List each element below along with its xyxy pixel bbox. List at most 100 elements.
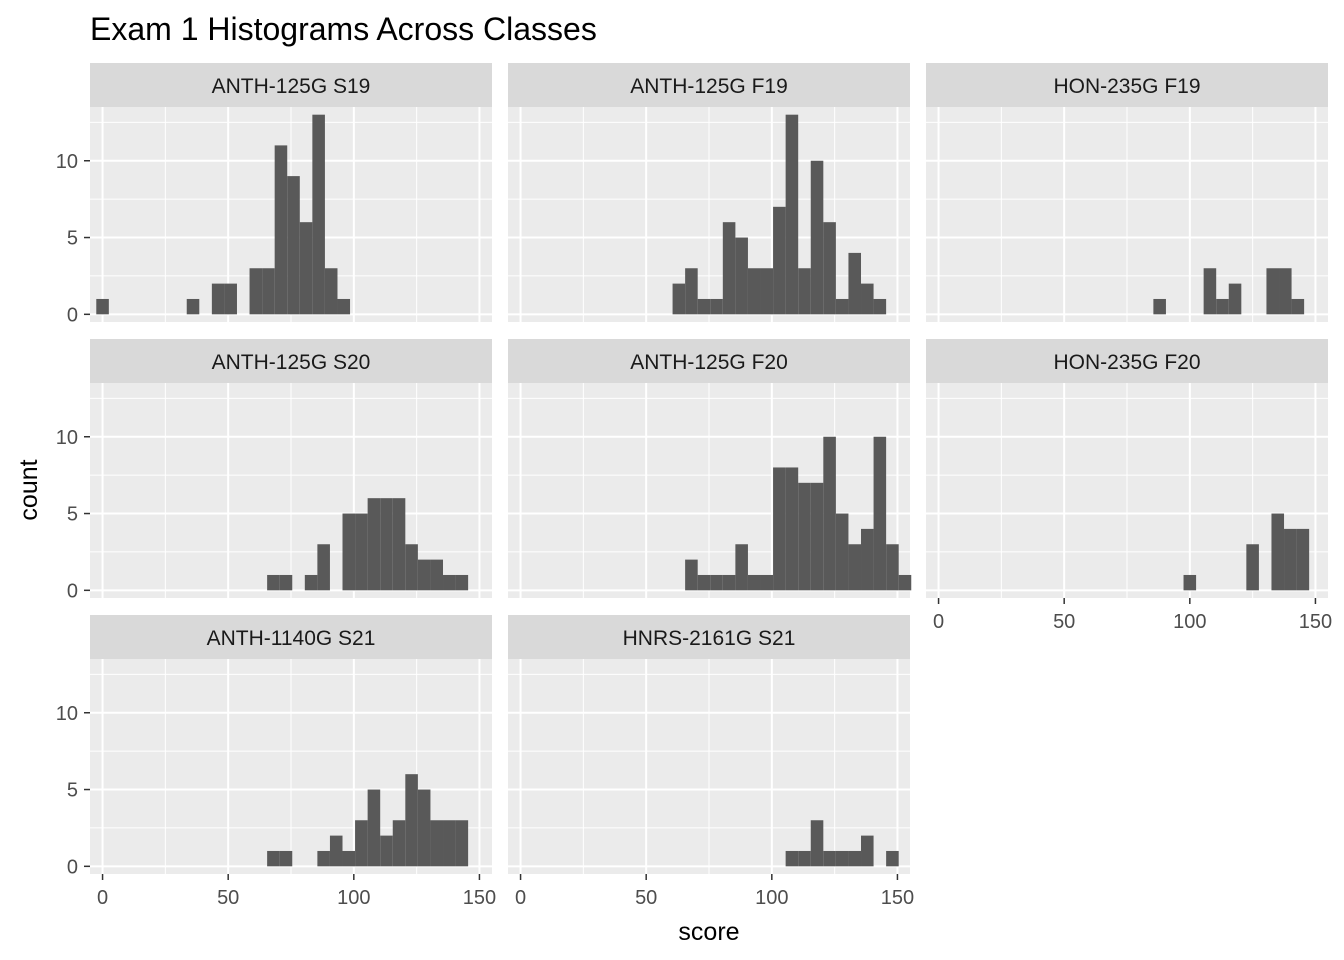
histogram-bar — [1203, 268, 1217, 315]
histogram-bar — [262, 268, 275, 315]
histogram-bar — [337, 298, 351, 315]
histogram-bar — [798, 850, 811, 867]
histogram-bar — [211, 283, 225, 315]
histogram-bar — [443, 820, 456, 867]
histogram-bar — [430, 820, 444, 867]
histogram-bar — [823, 436, 836, 591]
histogram-bar — [380, 835, 393, 867]
histogram-bar — [785, 850, 799, 867]
histogram-bar — [455, 574, 469, 591]
x-axis-title: score — [678, 918, 739, 946]
histogram-bar — [760, 268, 774, 315]
histogram-bar — [380, 498, 393, 591]
histogram-bar — [392, 820, 406, 867]
histogram-bar — [355, 820, 368, 867]
histogram-bar — [697, 574, 711, 591]
histogram-bar — [324, 268, 338, 315]
histogram-bar — [1279, 268, 1292, 315]
histogram-bar — [186, 298, 200, 315]
facet-strip — [508, 339, 910, 383]
histogram-bar — [672, 283, 686, 315]
y-tick-label: 10 — [56, 703, 78, 725]
histogram-bar — [848, 252, 862, 315]
histogram-bar — [417, 559, 431, 591]
histogram-bar — [735, 237, 748, 315]
histogram-bar — [722, 222, 736, 315]
histogram-bar — [747, 574, 761, 591]
histogram-bar — [848, 850, 862, 867]
y-axis-title: count — [15, 459, 43, 520]
histogram-bar — [798, 268, 811, 315]
histogram-bar — [760, 574, 774, 591]
histogram-bar — [886, 544, 899, 591]
histogram-bar — [299, 222, 313, 315]
histogram-bar — [287, 176, 300, 315]
histogram-bar — [773, 206, 786, 315]
histogram-bar — [861, 528, 874, 591]
histogram-bar — [685, 268, 698, 315]
histogram-bar — [304, 574, 318, 591]
histogram-bar — [835, 513, 849, 591]
y-tick-label: 5 — [67, 504, 78, 526]
x-tick-label: 100 — [1173, 611, 1206, 633]
histogram-bar — [710, 574, 723, 591]
facet-strip-label: HON-235G F19 — [1053, 75, 1200, 98]
facet-panel: ANTH-125G S20 0 5 10 — [56, 339, 492, 602]
histogram-bar — [1153, 298, 1166, 315]
histogram-bar — [685, 559, 698, 591]
y-tick-label: 10 — [56, 151, 78, 173]
histogram-bar — [455, 820, 469, 867]
histogram-bar — [317, 850, 330, 867]
histogram-bar — [861, 835, 874, 867]
facet-strip — [926, 63, 1328, 107]
histogram-bar — [279, 574, 293, 591]
x-tick-label: 0 — [515, 887, 526, 909]
histogram-bar — [1266, 268, 1280, 315]
histogram-bar — [1296, 528, 1310, 591]
histogram-bar — [1228, 283, 1242, 315]
facet-strip — [90, 63, 492, 107]
facet-strip-label: ANTH-1140G S21 — [207, 627, 376, 650]
histogram-bar — [873, 298, 887, 315]
histogram-bar — [329, 835, 343, 867]
facet-grid: ANTH-125G S19 0 5 10 ANTH-125G F19 HON-235G F… — [56, 63, 1332, 909]
facet-panel: ANTH-125G F19 — [508, 63, 910, 322]
histogram-bar — [274, 145, 288, 315]
facet-panel: HNRS-2161G S21 0 50 100 150 — [508, 615, 914, 909]
x-tick-label: 100 — [337, 887, 370, 909]
histogram-bar — [810, 160, 824, 315]
histogram-bar — [898, 574, 912, 591]
facet-strip-label: ANTH-125G S19 — [212, 75, 371, 98]
histogram-bar — [773, 467, 786, 591]
x-tick-label: 0 — [933, 611, 944, 633]
histogram-bar — [267, 574, 280, 591]
histogram-bar — [267, 850, 280, 867]
facet-strip-label: HON-235G F20 — [1053, 351, 1200, 374]
x-tick-label: 50 — [217, 887, 239, 909]
histogram-bar — [798, 482, 811, 591]
histogram-bar — [810, 820, 824, 867]
histogram-bar — [405, 774, 418, 867]
histogram-bar — [1246, 544, 1259, 591]
histogram-bar — [1271, 513, 1285, 591]
histogram-bar — [317, 544, 330, 591]
histogram-bar — [835, 298, 849, 315]
histogram-bar — [405, 544, 418, 591]
histogram-bar — [747, 268, 761, 315]
histogram-bar — [835, 850, 849, 867]
histogram-bar — [430, 559, 444, 591]
histogram-bar — [848, 544, 862, 591]
histogram-bar — [224, 283, 237, 315]
histogram-bar — [735, 544, 748, 591]
facet-strip-label: ANTH-125G F19 — [630, 75, 788, 98]
y-tick-label: 5 — [67, 228, 78, 250]
facet-panel: ANTH-125G S19 0 5 10 — [56, 63, 492, 326]
y-tick-label: 0 — [67, 580, 78, 602]
x-tick-label: 100 — [755, 887, 788, 909]
chart-title: Exam 1 Histograms Across Classes — [90, 11, 597, 47]
y-tick-label: 10 — [56, 427, 78, 449]
facet-strip — [90, 615, 492, 659]
histogram-bar — [417, 789, 431, 867]
histogram-bar — [96, 298, 109, 315]
